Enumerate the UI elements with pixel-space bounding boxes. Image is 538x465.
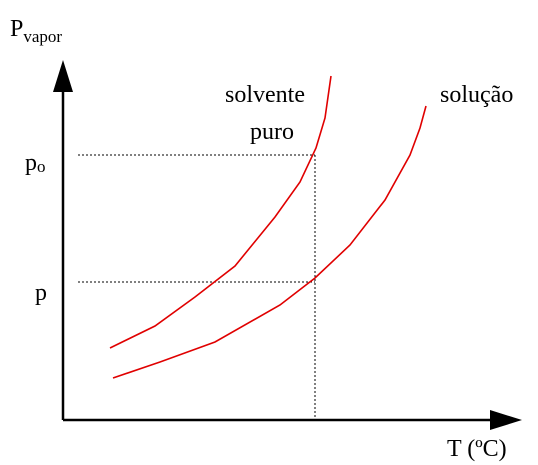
level-label-main: p (25, 150, 37, 176)
level-label: p (35, 280, 47, 306)
curve-label: solução (440, 82, 513, 108)
y-axis-arrow (53, 60, 73, 92)
y-axis-label: Pvapor (10, 16, 62, 46)
solution-curve (112, 105, 427, 379)
level-label: po (25, 150, 46, 176)
x-axis-label: T (ºC) (447, 436, 507, 462)
level-label-sub: o (37, 157, 46, 176)
y-axis-label-main: P (10, 16, 23, 42)
y-axis-label-sub: vapor (23, 27, 62, 46)
curve-label: solvente (225, 82, 305, 108)
solvent-curve (109, 75, 332, 349)
x-axis-arrow (490, 410, 522, 430)
curve-label: puro (250, 119, 294, 145)
